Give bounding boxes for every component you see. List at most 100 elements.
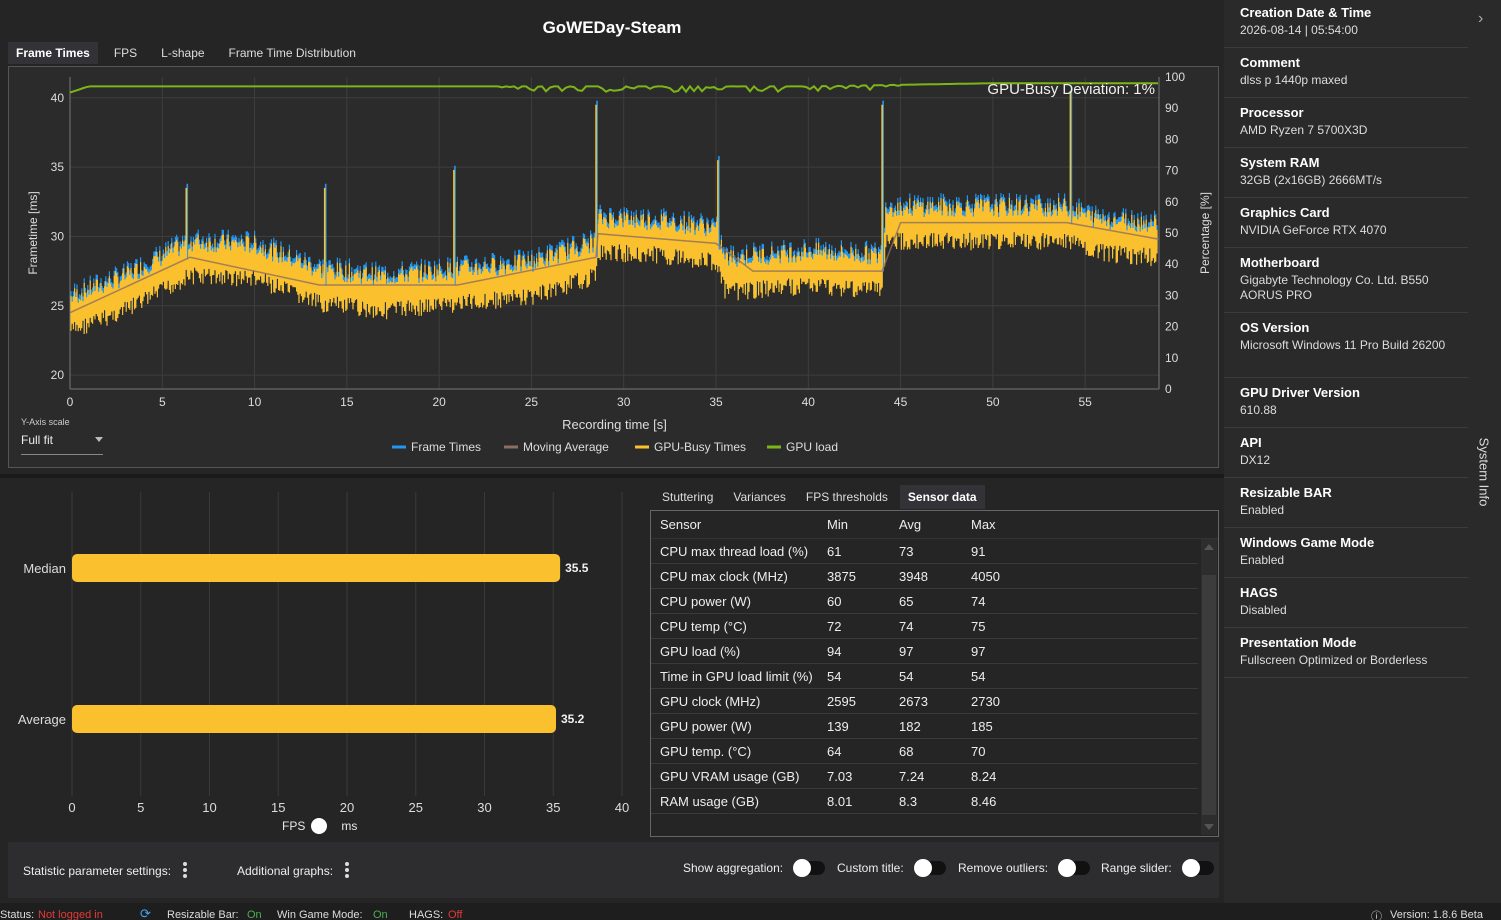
refresh-icon[interactable]: ⟳ [140,906,151,920]
system-info-value: dlss p 1440p maxed [1240,73,1348,87]
x-tick-label: 20 [340,800,354,815]
avg-cell: 68 [899,743,914,759]
sensor-name-cell: CPU temp (°C) [660,618,747,634]
tab-frame-times[interactable]: Frame Times [8,42,98,64]
table-row[interactable]: CPU temp (°C) 72 74 75 [651,614,1198,639]
system-info-label: Processor [1240,105,1304,120]
avg-cell: 54 [899,668,914,684]
y2-tick-label: 10 [1165,351,1179,365]
y-axis-title: Frametime [ms] [26,191,40,274]
system-info-value: Fullscreen Optimized or Borderless [1240,653,1428,667]
sensor-name-cell: CPU power (W) [660,593,752,609]
range-slider-toggle[interactable] [1181,859,1214,877]
more-vertical-icon[interactable] [183,862,188,880]
custom-title-toggle[interactable] [913,859,946,877]
tab-sensor-data[interactable]: Sensor data [899,485,985,509]
table-row[interactable]: GPU load (%) 94 97 97 [651,639,1198,664]
system-info-tab[interactable]: System Info [1467,432,1501,512]
show-aggregation-toggle[interactable] [793,859,826,877]
system-info-label: System RAM [1240,155,1320,170]
tab-frame-time-distribution[interactable]: Frame Time Distribution [228,46,356,60]
table-row[interactable]: CPU max thread load (%) 61 73 91 [651,539,1198,564]
avg-cell: 74 [899,618,914,634]
x-tick-label: 0 [67,395,74,409]
more-vertical-icon[interactable] [345,862,350,880]
frametime-chart[interactable]: 0 5 10 15 20 25 30 35 40 45 50 55 20 25 30 35 40 0 10 20 30 4… [9,67,1220,469]
avg-cell: 7.24 [899,768,925,784]
y-axis-scale-value: Full fit [21,433,54,447]
sensor-name-cell: CPU max thread load (%) [660,543,809,559]
chart-title: GoWEDay-Steam [542,18,682,37]
tab-l-shape[interactable]: L-shape [161,46,205,60]
resizable-bar-label: Resizable Bar: [167,909,239,920]
scrollbar[interactable] [1201,539,1217,835]
table-row[interactable]: CPU max clock (MHz) 3875 3948 4050 [651,564,1198,589]
avg-cell: 8.3 [899,793,918,809]
tab-fps[interactable]: FPS [113,46,138,60]
sensor-name-cell: GPU power (W) [660,718,752,734]
system-info-item: API DX12 [1224,435,1468,478]
tab-variances[interactable]: Variances [733,490,786,504]
hags-status: Off [448,909,463,920]
x-tick-label: 25 [409,800,423,815]
system-info-value: Enabled [1240,503,1285,517]
tab-stuttering[interactable]: Stuttering [662,490,714,504]
table-row[interactable]: Time in GPU load limit (%) 54 54 54 [651,664,1198,689]
toggle-knob[interactable] [311,818,328,834]
table-row[interactable]: CPU power (W) 60 65 74 [651,589,1198,614]
system-info-label: Creation Date & Time [1240,5,1372,20]
login-status[interactable]: Not logged in [38,909,103,920]
column-header-max[interactable]: Max [971,517,996,532]
x-tick-label: 15 [271,800,285,815]
system-info-item: Windows Game Mode Enabled [1224,535,1468,578]
system-info-value: Gigabyte Technology Co. Ltd. B550 AORUS … [1240,273,1429,302]
series-gpu-busy-times [70,197,1158,334]
system-info-item: System RAM 32GB (2x16GB) 2666MT/s [1224,155,1468,198]
splitter[interactable] [0,474,1224,478]
system-info-value: AMD Ryzen 7 5700X3D [1240,123,1368,137]
frametime-chart-panel: 0 5 10 15 20 25 30 35 40 45 50 55 20 25 30 35 40 0 10 20 30 4… [8,66,1219,468]
statistics-bar-chart-panel: 0 5 10 15 20 25 30 35 40 Median 35.5 Average 35.2 FP… [0,478,640,842]
fps-label: FPS [282,819,306,833]
max-cell: 4050 [971,568,1000,584]
table-row[interactable]: GPU clock (MHz) 2595 2673 2730 [651,689,1198,714]
y-tick-label: 40 [51,91,65,105]
x-tick-label: 30 [477,800,491,815]
bar-median [72,554,561,582]
sub-tabs: Stuttering Variances FPS thresholds Sens… [654,485,989,509]
x-tick-label: 40 [615,800,629,815]
series-moving-average [69,221,1160,314]
fps-ms-toggle[interactable]: FPS ms [282,818,357,834]
additional-graphs[interactable]: Additional graphs: [237,862,350,880]
table-row[interactable]: GPU power (W) 139 182 185 [651,714,1198,739]
system-info-item: HAGS Disabled [1224,585,1468,628]
y-axis-scale-select[interactable]: Full fit [21,431,103,455]
chevron-right-icon[interactable]: › [1478,10,1484,27]
scrollbar-thumb[interactable] [1202,575,1216,815]
legend-moving-average: Moving Average [523,440,609,454]
tab-fps-thresholds[interactable]: FPS thresholds [805,490,888,504]
table-row[interactable]: GPU VRAM usage (GB) 7.03 7.24 8.24 [651,764,1198,789]
statistic-settings[interactable]: Statistic parameter settings: [23,862,188,880]
remove-outliers-toggle[interactable] [1058,859,1091,877]
system-info-value: Disabled [1240,603,1287,617]
scroll-up-icon[interactable] [1204,544,1214,550]
x-tick-label: 35 [709,395,723,409]
min-cell: 72 [827,618,842,634]
y2-tick-label: 100 [1165,70,1185,84]
win-game-mode-label: Win Game Mode: [277,909,363,920]
scroll-down-icon[interactable] [1204,824,1214,830]
column-header-avg[interactable]: Avg [899,517,922,532]
x-tick-label: 35 [546,800,560,815]
legend-frame-times: Frame Times [411,440,481,454]
table-row[interactable]: GPU temp. (°C) 64 68 70 [651,739,1198,764]
x-tick-label: 40 [802,395,816,409]
column-header-sensor[interactable]: Sensor [660,517,702,532]
table-row[interactable]: RAM usage (GB) 8.01 8.3 8.46 [651,789,1198,814]
max-cell: 70 [971,743,986,759]
y-tick-label: 25 [51,299,65,313]
info-icon[interactable]: ⓘ [1371,911,1382,920]
column-header-min[interactable]: Min [827,517,848,532]
avg-cell: 73 [899,543,914,559]
top-tabs: Frame Times FPS L-shape Frame Time Distr… [8,42,372,64]
